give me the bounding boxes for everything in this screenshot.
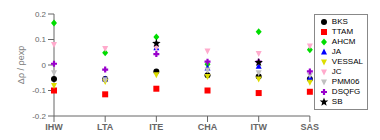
svg-text:ITE: ITE	[149, 122, 163, 132]
html-text:JC: JC	[331, 67, 342, 76]
html-text:PMM06: PMM06	[331, 77, 360, 86]
svg-text:LTA: LTA	[97, 122, 114, 132]
svg-text:CHA: CHA	[198, 122, 218, 132]
svg-text:-0.2: -0.2	[32, 112, 46, 121]
svg-text:ITW: ITW	[250, 122, 267, 132]
svg-text:Δρ / ρexp: Δρ / ρexp	[16, 46, 26, 84]
svg-text:0: 0	[42, 61, 47, 70]
svg-text:SAS: SAS	[301, 122, 320, 132]
svg-text:0.1: 0.1	[35, 35, 47, 44]
html-text:TTAM: TTAM	[331, 27, 353, 36]
svg-text:0.2: 0.2	[35, 10, 47, 19]
svg-text:IHW: IHW	[45, 122, 63, 132]
html-text:SB: SB	[331, 97, 343, 106]
html-text:JA: JA	[331, 47, 342, 56]
html-text:AHCM: AHCM	[331, 37, 356, 46]
html-text:BKS: BKS	[331, 17, 348, 26]
html-text:DSQFG: DSQFG	[331, 87, 361, 96]
svg-text:-0.1: -0.1	[32, 86, 46, 95]
html-text:VESSAL: VESSAL	[331, 57, 363, 66]
